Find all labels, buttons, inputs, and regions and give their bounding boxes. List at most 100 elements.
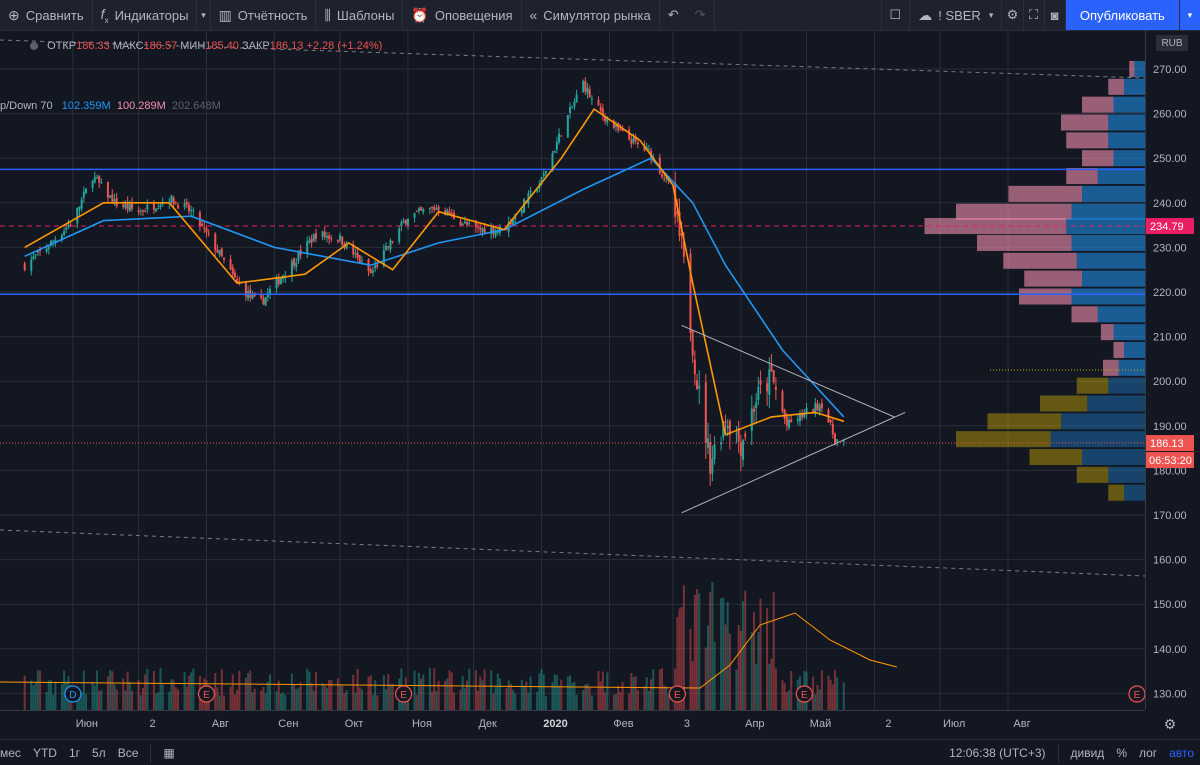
earnings-event-marker[interactable]: E	[795, 685, 813, 703]
range-ytd[interactable]: YTD	[32, 745, 57, 760]
candle-body	[781, 391, 784, 412]
profile-up-bar	[1113, 324, 1145, 341]
alerts-button[interactable]: ⏰ Оповещения	[403, 0, 522, 30]
earnings-label: E	[203, 690, 210, 701]
earnings-event-marker[interactable]: E	[394, 685, 413, 703]
earnings-event-marker[interactable]: E	[668, 685, 686, 703]
price-scale[interactable]	[1145, 30, 1200, 710]
snapshot-button[interactable]: ◙	[1045, 0, 1066, 30]
earnings-event-marker[interactable]: E	[197, 685, 216, 703]
auto-toggle[interactable]: авто	[1169, 745, 1194, 760]
volume-bar	[60, 684, 63, 710]
volume-bar	[220, 669, 223, 710]
undo-button[interactable]: ↶	[660, 0, 687, 30]
candle-body	[698, 385, 701, 389]
volume-bar	[820, 670, 823, 710]
dividend-event-marker[interactable]: D	[64, 685, 82, 703]
dividends-toggle[interactable]: дивид	[1070, 745, 1105, 760]
currency-badge[interactable]: RUB	[1156, 35, 1188, 51]
volume-bar	[612, 694, 615, 710]
volume-bar	[816, 684, 819, 710]
publish-dropdown[interactable]: ▾	[1178, 0, 1200, 30]
candle-body	[463, 221, 466, 224]
financials-button[interactable]: ▥ Отчётность	[211, 0, 317, 30]
volume-bar	[341, 685, 344, 710]
clock[interactable]: 12:06:38 (UTC+3)	[949, 745, 1046, 760]
candle-body	[617, 123, 620, 131]
volume-bar	[275, 691, 278, 710]
earnings-icon	[668, 685, 686, 703]
volume-bar	[601, 671, 604, 710]
candle-body	[772, 370, 775, 383]
symbol-cloud-button[interactable]: ☁ ! SBER ▾	[910, 0, 1003, 30]
fullscreen-rect-button[interactable]: ☐	[880, 0, 911, 30]
range-1y[interactable]: 1г	[68, 745, 80, 760]
goto-date-button[interactable]: ▦	[157, 746, 180, 760]
percent-toggle[interactable]: %	[1116, 745, 1127, 760]
volume-bar	[323, 685, 326, 710]
candle-body	[803, 412, 806, 417]
candle-body	[709, 442, 712, 474]
candle-body	[619, 129, 622, 131]
candle-body	[293, 258, 296, 266]
publish-button[interactable]: Опубликовать	[1065, 0, 1179, 30]
indicator-legend[interactable]: p/Down 70 102.359M 100.289M 202.648M	[0, 100, 221, 116]
profile-down-bar	[1108, 78, 1124, 95]
dividend-label: D	[69, 690, 76, 701]
time-axis[interactable]	[0, 710, 1145, 739]
volume-bar	[680, 606, 683, 710]
volume-bar	[466, 680, 469, 710]
volume-bar	[834, 670, 837, 710]
candle-body	[636, 142, 639, 144]
candle-body	[479, 227, 482, 230]
volume-bar	[385, 689, 388, 710]
candle-body	[111, 194, 114, 204]
indicators-button[interactable]: fx Индикаторы	[93, 0, 198, 30]
candle-body	[49, 240, 52, 246]
candle-body	[724, 421, 727, 424]
volume-bar	[770, 658, 773, 710]
replay-button[interactable]: « Симулятор рынка	[522, 0, 660, 30]
volume-bar	[647, 690, 650, 710]
volume-bar	[588, 687, 591, 710]
volume-bar	[617, 685, 620, 710]
close-label: ЗАКР	[242, 40, 270, 52]
candle-body	[757, 386, 760, 400]
range-5y[interactable]: 5л	[92, 745, 106, 760]
volume-bar	[297, 687, 300, 710]
candle-body	[36, 250, 39, 253]
volume-bar	[34, 682, 37, 710]
indicators-favorites-dropdown[interactable]: ▾	[197, 0, 211, 30]
fullscreen-button[interactable]: ⛶	[1024, 0, 1045, 30]
channel-lower-dashed	[0, 529, 1146, 577]
volume-bar	[128, 682, 131, 710]
redo-button[interactable]: ↷	[687, 0, 715, 30]
log-toggle[interactable]: лог	[1138, 745, 1158, 760]
candle-body	[722, 422, 725, 437]
templates-button[interactable]: ⫼ Шаблоны	[316, 0, 404, 30]
candle-body	[170, 195, 173, 203]
volume-bar	[23, 675, 26, 710]
compare-button[interactable]: ⊕ Сравнить	[0, 0, 93, 30]
volume-bar	[553, 674, 556, 710]
volume-bar	[448, 670, 451, 710]
chart-settings-button[interactable]: ⚙	[1160, 716, 1180, 734]
candle-body	[174, 201, 177, 203]
earnings-event-marker[interactable]: E	[1128, 685, 1146, 703]
volume-bar	[818, 689, 821, 710]
volume-bar	[387, 674, 390, 710]
range-month[interactable]: мес	[0, 745, 21, 760]
profile-down-bar	[1076, 377, 1109, 394]
volume-bar	[85, 693, 88, 710]
settings-button[interactable]: ⚙	[1002, 0, 1024, 30]
bottom-right-controls: 12:06:38 (UTC+3) дивид % лог авто	[943, 743, 1200, 762]
volume-bar	[253, 688, 256, 710]
candle-body	[477, 226, 480, 228]
candle-body	[201, 223, 204, 226]
range-all[interactable]: Все	[117, 745, 139, 760]
candle-body	[198, 212, 201, 227]
candle-body	[141, 210, 144, 212]
volume-bar	[435, 691, 438, 710]
candle-body	[282, 275, 285, 279]
volume-bar	[325, 687, 328, 710]
